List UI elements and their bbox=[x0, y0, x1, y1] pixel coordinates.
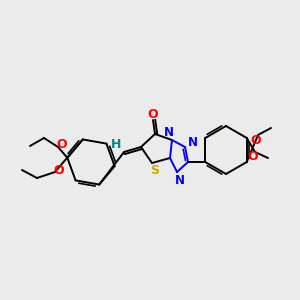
Text: N: N bbox=[164, 127, 174, 140]
Text: H: H bbox=[111, 139, 121, 152]
Text: O: O bbox=[251, 134, 261, 146]
Text: O: O bbox=[148, 107, 158, 121]
Text: N: N bbox=[175, 173, 185, 187]
Text: O: O bbox=[248, 151, 258, 164]
Text: O: O bbox=[57, 139, 67, 152]
Text: N: N bbox=[188, 136, 198, 149]
Text: S: S bbox=[151, 164, 160, 178]
Text: O: O bbox=[54, 164, 64, 178]
